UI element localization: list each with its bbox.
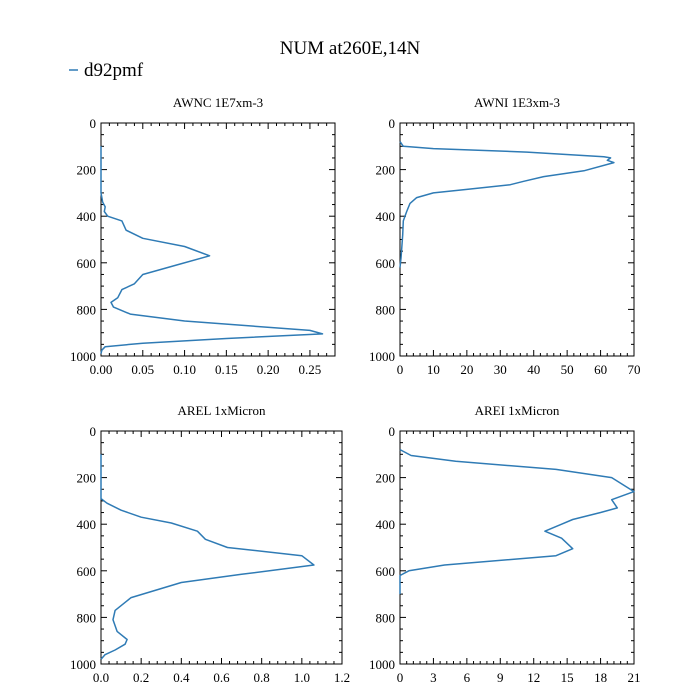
y-tick-label: 200	[77, 163, 97, 178]
y-tick-label: 0	[90, 424, 97, 439]
x-tick-label: 0.4	[173, 670, 190, 685]
figure-title: NUM at260E,14N	[280, 38, 421, 59]
x-tick-label: 0	[397, 670, 404, 685]
y-tick-label: 400	[77, 209, 97, 224]
series-line	[100, 454, 315, 660]
y-tick-label: 0	[389, 116, 396, 131]
x-tick-label: 1.2	[334, 670, 350, 685]
y-tick-label: 1000	[369, 657, 395, 672]
y-tick-label: 600	[77, 564, 97, 579]
x-tick-label: 60	[594, 362, 607, 377]
x-tick-label: 10	[427, 362, 440, 377]
y-tick-label: 0	[90, 116, 97, 131]
y-tick-label: 800	[77, 302, 97, 317]
y-tick-label: 200	[376, 163, 396, 178]
x-tick-label: 0.6	[213, 670, 230, 685]
x-tick-label: 0.15	[215, 362, 238, 377]
y-tick-label: 600	[376, 256, 396, 271]
x-tick-label: 15	[561, 670, 574, 685]
panel-title: AWNC 1E7xm-3	[173, 95, 263, 110]
x-tick-label: 9	[497, 670, 504, 685]
y-tick-label: 400	[77, 517, 97, 532]
y-tick-label: 600	[376, 564, 396, 579]
y-tick-label: 1000	[70, 657, 96, 672]
y-tick-label: 400	[376, 517, 396, 532]
x-tick-label: 0	[397, 362, 404, 377]
series-line	[100, 146, 324, 354]
x-tick-label: 50	[561, 362, 574, 377]
x-tick-label: 21	[628, 670, 641, 685]
x-tick-label: 0.0	[93, 670, 109, 685]
x-tick-label: 30	[494, 362, 507, 377]
y-tick-label: 400	[376, 209, 396, 224]
y-tick-label: 1000	[369, 349, 395, 364]
x-tick-label: 18	[594, 670, 607, 685]
x-tick-label: 3	[430, 670, 437, 685]
series-line	[399, 448, 635, 595]
y-tick-label: 200	[376, 471, 396, 486]
panel-title: AREI 1xMicron	[475, 403, 560, 418]
x-tick-label: 12	[527, 670, 540, 685]
y-tick-label: 200	[77, 471, 97, 486]
plot-frame	[399, 122, 635, 357]
y-tick-label: 600	[77, 256, 97, 271]
y-tick-label: 800	[77, 610, 97, 625]
y-tick-label: 800	[376, 302, 396, 317]
x-tick-label: 0.8	[254, 670, 270, 685]
x-tick-label: 6	[464, 670, 471, 685]
x-tick-label: 40	[527, 362, 540, 377]
panel-title: AREL 1xMicron	[178, 403, 266, 418]
series-line	[399, 141, 615, 268]
x-tick-label: 20	[460, 362, 473, 377]
x-tick-label: 0.25	[299, 362, 322, 377]
x-tick-label: 0.20	[257, 362, 280, 377]
legend: d92pmf	[69, 60, 144, 81]
x-tick-label: 0.2	[133, 670, 149, 685]
x-tick-label: 0.05	[131, 362, 154, 377]
y-tick-label: 0	[389, 424, 396, 439]
x-tick-label: 0.10	[173, 362, 196, 377]
x-tick-label: 1.0	[294, 670, 310, 685]
plot-frame	[100, 430, 343, 665]
y-tick-label: 800	[376, 610, 396, 625]
x-tick-label: 0.00	[90, 362, 113, 377]
plot-frame	[100, 122, 336, 357]
y-tick-label: 1000	[70, 349, 96, 364]
x-tick-label: 70	[628, 362, 641, 377]
panel-title: AWNI 1E3xm-3	[474, 95, 560, 110]
legend-label: d92pmf	[84, 60, 144, 81]
